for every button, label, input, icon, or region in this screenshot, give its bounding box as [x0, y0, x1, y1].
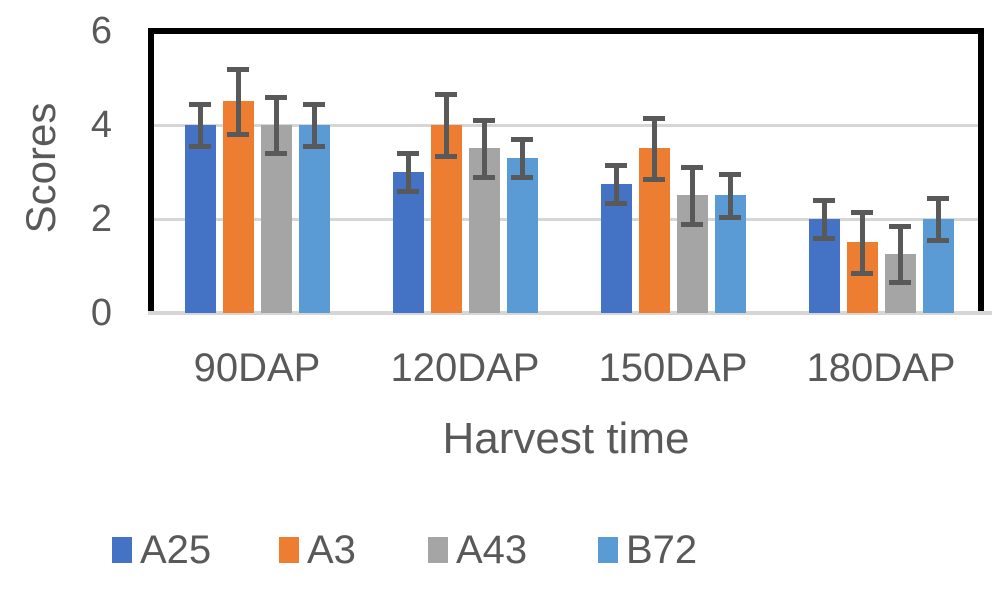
bar-A25-120DAP [392, 172, 424, 313]
error-bar-line [727, 174, 733, 217]
error-bar-cap-top [851, 210, 873, 215]
error-bar-line [273, 97, 279, 153]
error-bar-line [311, 104, 317, 146]
legend-item-a25: A25 [112, 530, 211, 570]
error-bar-cap-bottom [473, 175, 495, 180]
error-bar-cap-bottom [889, 280, 911, 285]
error-bar-line [689, 167, 695, 224]
error-bar-cap-bottom [189, 144, 211, 149]
error-bar-cap-bottom [851, 271, 873, 276]
error-bar-cap-top [397, 151, 419, 156]
bars-layer [154, 34, 978, 313]
x-category-label: 90DAP [193, 346, 321, 390]
error-bar-line [821, 200, 827, 238]
legend-item-a3: A3 [279, 530, 356, 570]
legend-swatch-b72 [598, 537, 618, 563]
error-bar-cap-top [227, 67, 249, 72]
error-bar-cap-top [889, 224, 911, 229]
y-tick-label-4: 4 [90, 104, 112, 146]
error-bar-line [197, 104, 203, 146]
error-bar-line [651, 118, 657, 179]
legend-item-b72: B72 [598, 530, 697, 570]
y-tick-label-0: 0 [90, 292, 112, 334]
error-bar-line [613, 165, 619, 203]
error-bar-cap-bottom [511, 175, 533, 180]
error-bar-cap-bottom [681, 222, 703, 227]
gridline-4 [154, 123, 978, 127]
x-category-label: 180DAP [806, 346, 956, 390]
legend-label: A25 [140, 528, 212, 572]
error-bar-cap-top [719, 172, 741, 177]
error-bar-line [481, 120, 487, 177]
legend-swatch-a43 [428, 537, 448, 563]
error-bar-cap-bottom [643, 177, 665, 182]
legend-label: A3 [307, 528, 356, 572]
error-bar-cap-bottom [435, 154, 457, 159]
error-bar-cap-bottom [227, 132, 249, 137]
error-bar-cap-top [189, 102, 211, 107]
y-tick-label-6: 6 [90, 10, 112, 52]
error-bar-line [935, 198, 941, 240]
x-axis-line [148, 311, 992, 315]
error-bar-cap-bottom [397, 189, 419, 194]
error-bar-line [235, 69, 241, 134]
bar-B72-90DAP [298, 125, 330, 313]
legend-item-a43: A43 [428, 530, 527, 570]
error-bar-cap-top [303, 102, 325, 107]
error-bar-cap-bottom [265, 151, 287, 156]
error-bar-cap-top [927, 196, 949, 201]
error-bar-line [859, 212, 865, 273]
error-bar-cap-top [605, 163, 627, 168]
error-bar-cap-top [265, 95, 287, 100]
bar-A43-90DAP [260, 125, 292, 313]
error-bar-cap-top [813, 198, 835, 203]
bar-B72-120DAP [506, 158, 538, 313]
error-bar-cap-top [681, 165, 703, 170]
x-axis-title: Harvest time [442, 414, 690, 463]
error-bar-cap-bottom [813, 236, 835, 241]
bar-A25-90DAP [184, 125, 216, 313]
plot-area [148, 28, 992, 315]
y-tick-label-2: 2 [90, 198, 112, 240]
legend-swatch-a3 [279, 537, 299, 563]
legend-label: B72 [626, 528, 698, 572]
error-bar-cap-bottom [719, 215, 741, 220]
error-bar-line [897, 226, 903, 282]
error-bar-line [519, 139, 525, 177]
error-bar-cap-bottom [605, 201, 627, 206]
x-category-label: 120DAP [390, 346, 540, 390]
legend-label: A43 [456, 528, 528, 572]
error-bar-line [405, 153, 411, 191]
legend-swatch-a25 [112, 537, 132, 563]
error-bar-cap-bottom [927, 238, 949, 243]
gridline-2 [154, 217, 978, 221]
x-category-label: 150DAP [598, 346, 748, 390]
error-bar-cap-top [435, 92, 457, 97]
error-bar-cap-top [511, 137, 533, 142]
error-bar-cap-top [643, 116, 665, 121]
error-bar-line [443, 94, 449, 156]
error-bar-cap-bottom [303, 144, 325, 149]
error-bar-cap-top [473, 118, 495, 123]
